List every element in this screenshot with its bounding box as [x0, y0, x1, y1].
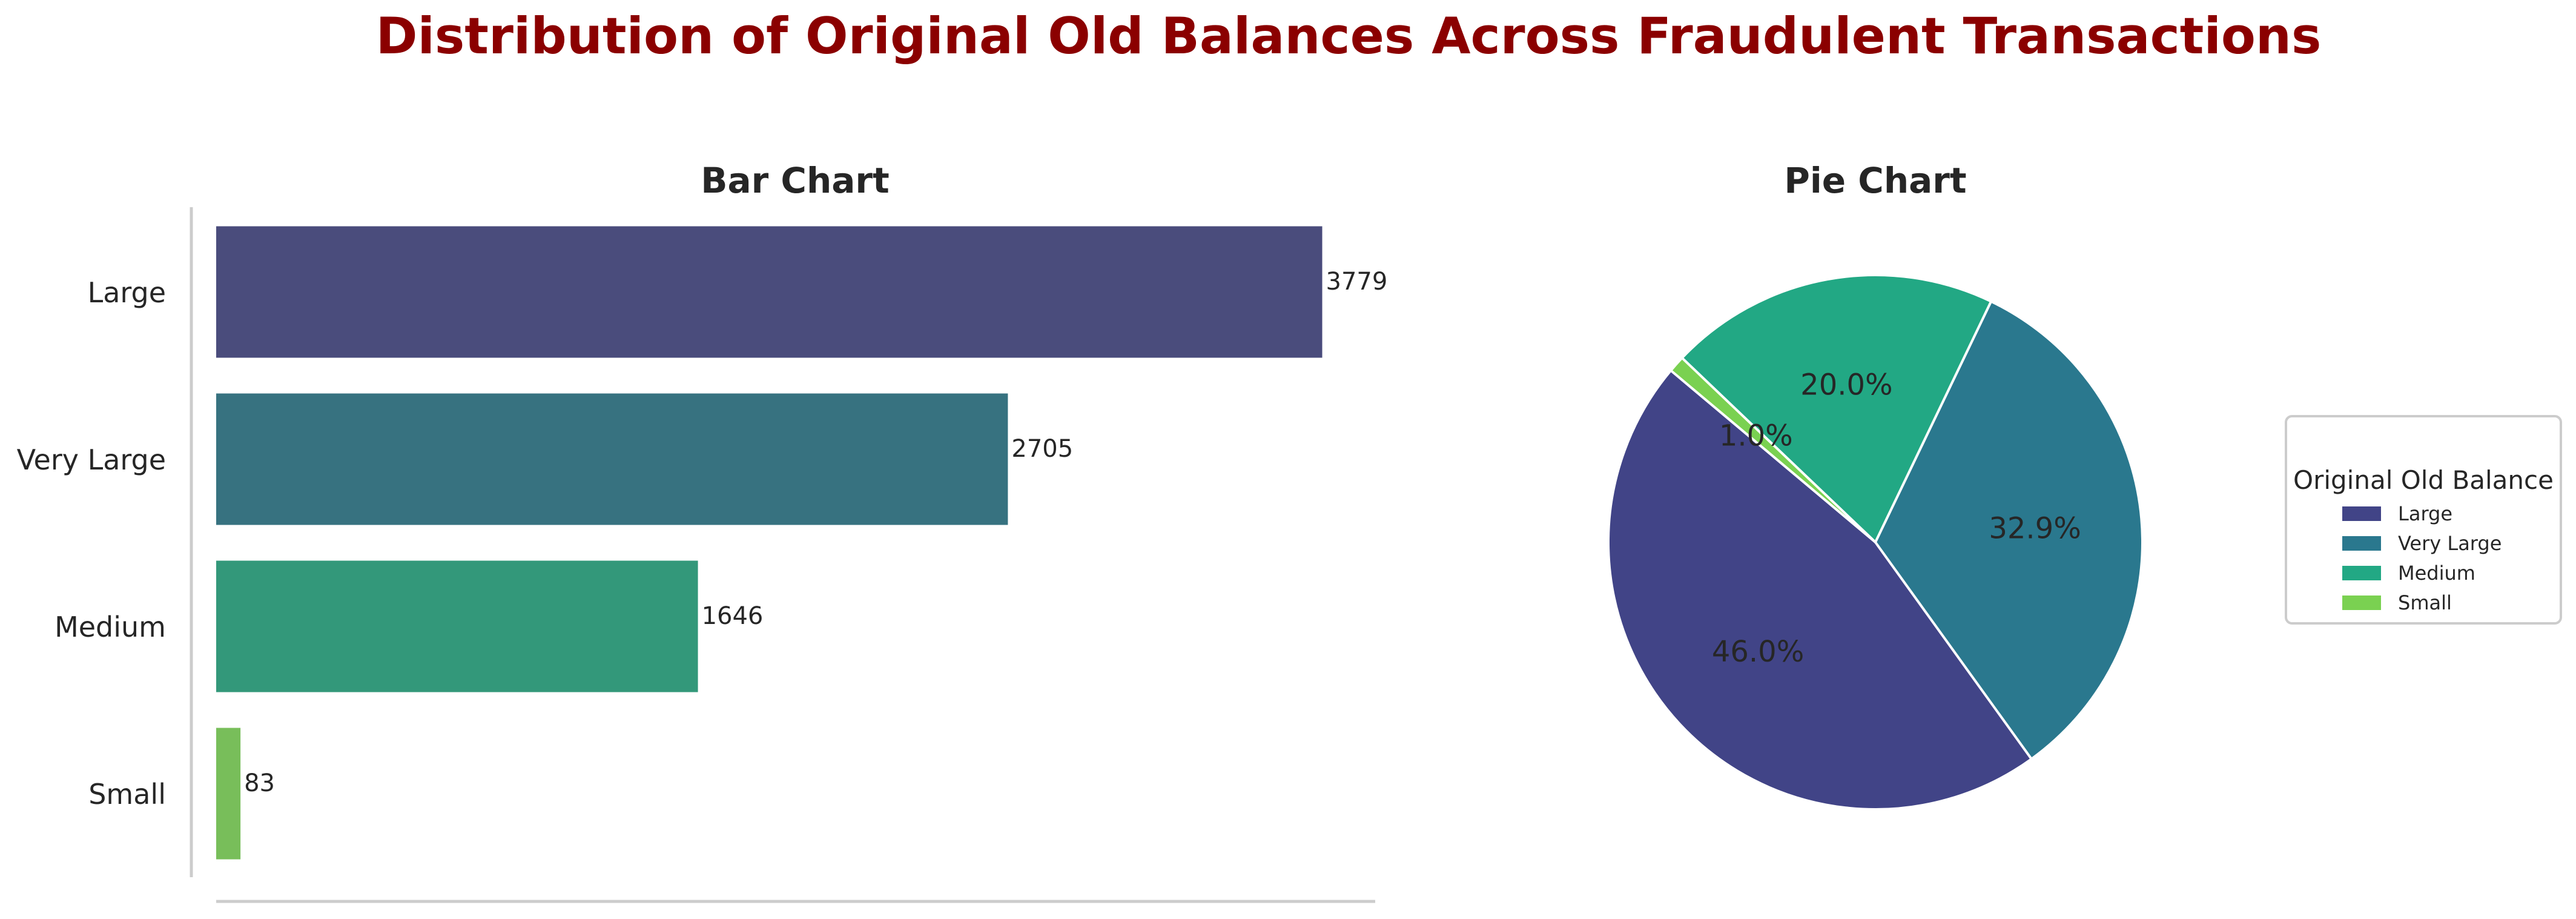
legend-title: Original Old Balance [2293, 465, 2554, 495]
bar-medium [216, 560, 698, 692]
bar-tick-label-large: Large [88, 276, 166, 309]
pie-chart-panel: Pie Chart 46.0% 32.9% 20.0%1.0% [1607, 160, 2144, 811]
pie-slice-very-large [1874, 300, 2144, 760]
pie-pct-label-large: 46.0% [1712, 635, 1804, 669]
pie-slice-small [1669, 356, 1877, 543]
pie-chart-title: Pie Chart [1784, 160, 1966, 201]
bar-tick-label-medium: Medium [54, 611, 166, 643]
legend-label-very-large: Very Large [2398, 532, 2502, 555]
legend-swatch-very-large [2342, 536, 2381, 551]
legend-label-large: Large [2398, 502, 2452, 525]
bar-large [216, 226, 1323, 358]
bar-chart-panel: Bar Chart Large 3779 Very Large 2705 Medium 1… [17, 160, 1388, 903]
bar-data-label-large: 3779 [1326, 268, 1388, 296]
figure-suptitle: Distribution of Original Old Balances Ac… [376, 7, 2322, 65]
pie-legend: Original Old Balance Large Very Large Medi… [2285, 415, 2562, 625]
pie-pct-label-medium: 20.0% [1800, 368, 1892, 402]
pie-pct-label-small: 1.0% [1719, 419, 1793, 453]
bar-very-large [216, 393, 1008, 525]
legend-swatch-small [2342, 596, 2381, 610]
bar-chart-title: Bar Chart [701, 160, 889, 201]
legend-entries: Large Very Large Medium Small [2342, 502, 2502, 614]
pie-slice-large [1607, 369, 2033, 811]
pie-slice-medium [1680, 274, 1993, 543]
bar-data-label-medium: 1646 [702, 602, 764, 630]
pie-pct-label-very-large: 32.9% [1989, 512, 2081, 546]
bar-small [216, 728, 241, 860]
bar-data-label-small: 83 [244, 769, 275, 797]
bar-marks: Large 3779 Very Large 2705 Medium 1646 Small 83 [17, 226, 1388, 860]
legend-label-small: Small [2398, 591, 2452, 614]
bar-tick-label-very-large: Very Large [17, 443, 166, 476]
legend-swatch-medium [2342, 566, 2381, 580]
pie-marks: 46.0% 32.9% 20.0%1.0% [1607, 274, 2144, 811]
legend-label-medium: Medium [2398, 562, 2475, 585]
legend-swatch-large [2342, 506, 2381, 521]
bar-tick-label-small: Small [88, 778, 166, 811]
bar-data-label-very-large: 2705 [1011, 435, 1073, 463]
